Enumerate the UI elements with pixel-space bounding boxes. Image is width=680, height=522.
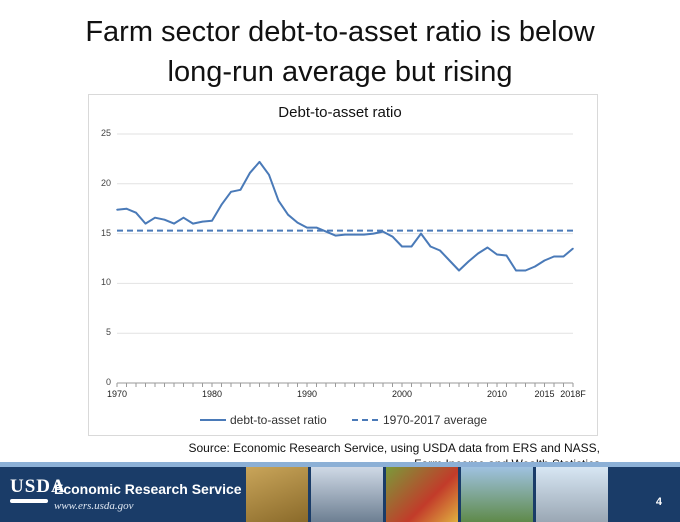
data-point <box>249 172 251 174</box>
data-point <box>192 222 194 225</box>
source-line1: Source: Economic Research Service, using… <box>188 441 600 455</box>
data-point <box>306 226 308 229</box>
data-point <box>515 269 517 272</box>
data-point <box>258 161 261 163</box>
x-tick-label: 2000 <box>391 389 413 399</box>
data-point <box>315 226 318 229</box>
data-point <box>334 234 337 237</box>
footer-accent-strip <box>0 462 680 467</box>
wheat-photo <box>246 467 308 522</box>
data-point <box>163 218 166 221</box>
y-tick-label: 5 <box>105 327 111 338</box>
data-point <box>534 265 536 268</box>
x-tick-label: 2015 <box>534 389 555 399</box>
building-photo <box>536 467 608 522</box>
usda-logo: USDA <box>10 476 66 497</box>
x-tick-label: 1980 <box>201 389 223 399</box>
y-tick-label: 25 <box>100 128 111 138</box>
slide-title-line2: long-run average but rising <box>167 56 513 88</box>
data-point <box>543 259 546 262</box>
data-point <box>230 190 232 193</box>
y-tick-label: 20 <box>100 177 111 188</box>
data-point <box>553 255 555 258</box>
x-tick-label: 2010 <box>486 389 508 399</box>
data-point <box>524 269 527 272</box>
data-point <box>116 208 118 211</box>
x-tick-label: 1990 <box>296 389 318 399</box>
data-point <box>135 211 137 214</box>
produce-photo <box>386 467 458 522</box>
data-point <box>401 245 403 248</box>
y-tick-label: 0 <box>105 377 111 387</box>
usda-logo-swoosh <box>10 499 48 503</box>
data-point <box>125 207 128 210</box>
page-number: 4 <box>655 496 662 508</box>
data-point <box>277 199 280 202</box>
data-point <box>353 233 356 236</box>
market-photo <box>311 467 383 522</box>
chart-title: Debt-to-asset ratio <box>278 104 402 121</box>
data-point <box>296 221 299 224</box>
legend-label-average: 1970-2017 average <box>383 413 488 427</box>
agency-url[interactable]: www.ers.usda.gov <box>54 500 134 512</box>
agency-name: Economic Research Service <box>54 481 242 497</box>
data-point <box>239 188 242 191</box>
data-point <box>372 232 375 235</box>
data-point <box>144 222 147 225</box>
data-point <box>429 245 432 248</box>
data-point <box>220 203 223 206</box>
y-tick-label: 10 <box>100 277 111 288</box>
y-tick-label: 15 <box>100 227 111 238</box>
data-point <box>201 220 204 223</box>
series-line-debt-to-asset <box>116 160 574 272</box>
data-point <box>325 230 327 233</box>
data-point <box>562 255 565 258</box>
data-point <box>182 216 185 219</box>
data-point <box>477 252 479 255</box>
landscape-photo <box>461 467 533 522</box>
data-point <box>572 247 574 250</box>
data-point <box>486 246 489 249</box>
data-point <box>363 233 365 236</box>
data-point <box>391 235 394 238</box>
data-point <box>173 222 175 225</box>
data-point <box>344 233 346 236</box>
data-point <box>439 249 441 252</box>
data-point <box>458 269 460 272</box>
data-point <box>287 213 289 216</box>
slide-title: Farm sector debt-to-asset ratio is below… <box>0 12 680 92</box>
data-point <box>467 260 470 263</box>
data-point <box>154 216 156 219</box>
data-point <box>410 245 413 248</box>
x-tick-label: 2018F <box>560 389 586 399</box>
slide-title-line1: Farm sector debt-to-asset ratio is below <box>85 16 595 48</box>
data-point <box>505 254 508 257</box>
data-point <box>420 232 422 235</box>
data-point <box>211 219 213 222</box>
x-tick-label: 1970 <box>106 389 128 399</box>
data-point <box>496 253 498 256</box>
legend-label-ratio: debt-to-asset ratio <box>230 413 327 427</box>
data-point <box>268 174 270 176</box>
data-point <box>448 259 451 262</box>
